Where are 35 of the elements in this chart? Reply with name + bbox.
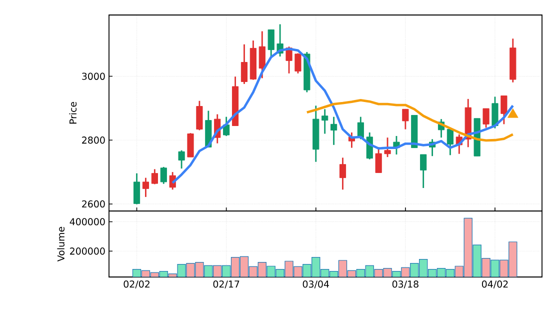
candlestick: [322, 108, 328, 134]
candlestick: [240, 44, 248, 85]
candlestick: [482, 108, 490, 128]
x-tick-label: 04/02: [482, 280, 508, 288]
y-axis-title: Price: [69, 102, 77, 124]
y-tick-label: 3000: [82, 72, 105, 80]
candlestick: [178, 150, 185, 170]
candlestick: [151, 168, 158, 185]
x-tick-label: 02/17: [213, 280, 240, 288]
x-tick-label: 03/04: [302, 280, 329, 288]
candlestick: [258, 30, 266, 79]
candlestick: [420, 154, 427, 189]
candlestick: [196, 100, 203, 131]
candlestick: [268, 28, 274, 58]
x-tick-label: 02/02: [124, 280, 150, 288]
candlestick: [402, 108, 409, 130]
candlestick: [133, 172, 140, 205]
candlestick: [330, 116, 338, 146]
y-tick-label: 400000: [70, 218, 105, 226]
y-axis-title: Volume: [57, 226, 65, 262]
candlestick: [142, 177, 150, 198]
y-tick-label: 2600: [82, 200, 105, 208]
x-tick-label: 03/18: [392, 280, 418, 288]
candlestick: [446, 128, 454, 156]
candlestick: [384, 136, 391, 158]
candlestick: [187, 132, 194, 158]
candlestick: [223, 116, 230, 137]
candlestick: [160, 166, 167, 185]
y-tick-label: 2800: [82, 136, 105, 144]
candlestick: [357, 116, 364, 140]
candlestick: [294, 52, 302, 74]
candlestick: [339, 156, 346, 190]
y-tick-label: 200000: [70, 248, 105, 255]
candlestick: [500, 95, 508, 125]
candlestick: [492, 96, 498, 130]
